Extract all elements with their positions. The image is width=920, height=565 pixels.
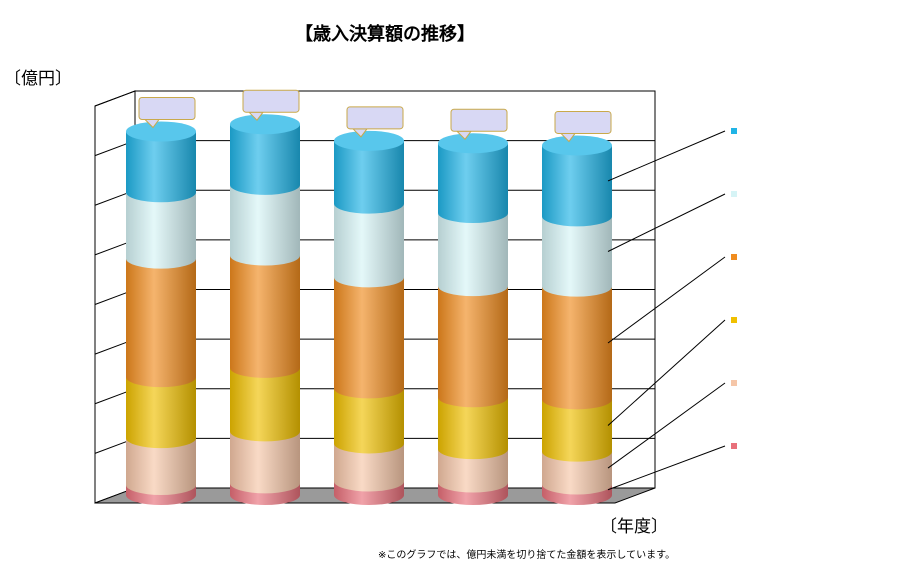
bar-segment: [542, 399, 612, 462]
bar-segment: [230, 124, 300, 195]
bar-segment: [438, 286, 508, 408]
x-axis-unit: 〔年度〕: [600, 517, 668, 537]
legend-swatch: [731, 443, 737, 449]
bar-segment: [334, 140, 404, 214]
bar-segment: [542, 286, 612, 410]
bar-top-cap: [230, 114, 300, 135]
bar-segment: [334, 277, 404, 399]
legend-leader-line: [607, 130, 726, 182]
bar-segment: [126, 192, 196, 269]
bar-segment: [126, 131, 196, 203]
bar-segment: [542, 451, 612, 495]
bar-top-cap: [126, 121, 196, 142]
bars: [126, 89, 612, 505]
legend-leader-line: [607, 445, 726, 491]
legend-swatch: [731, 128, 737, 134]
bar-segment: [230, 367, 300, 442]
bar-segment: [438, 449, 508, 493]
bar-segment: [334, 388, 404, 454]
legend-swatch: [731, 254, 737, 260]
bar-top-cap: [542, 135, 612, 156]
total-callout: [346, 106, 404, 130]
legend-leader-line: [607, 193, 726, 252]
gridline-side: [94, 90, 136, 107]
legend-leader-line: [607, 256, 726, 344]
bar-segment: [542, 145, 612, 227]
bar-segment: [438, 143, 508, 223]
bar-segment: [438, 397, 508, 460]
legend-swatch: [731, 317, 737, 323]
y-axis-unit: 〔億円〕: [4, 69, 72, 89]
bar-top-cap: [334, 130, 404, 151]
legend-leader-line: [607, 382, 726, 469]
legend-leader-line: [607, 319, 726, 426]
chart-title: 【歳入決算額の推移】: [295, 23, 475, 45]
footnote: ※このグラフでは、億円未満を切り捨てた金額を表示しています。: [378, 548, 675, 561]
bar-top-cap: [438, 133, 508, 154]
bar-segment: [334, 203, 404, 288]
total-callout: [242, 89, 300, 113]
bar-segment: [126, 258, 196, 388]
legend-swatch: [731, 191, 737, 197]
legend-swatch: [731, 380, 737, 386]
total-callout: [138, 96, 196, 120]
bar-segment: [230, 184, 300, 266]
bar-segment: [126, 438, 196, 495]
bar-segment: [230, 431, 300, 494]
bar-segment: [230, 255, 300, 378]
bar-segment: [438, 212, 508, 297]
total-callout: [450, 108, 508, 132]
legend: [607, 128, 737, 491]
total-callout: [554, 110, 612, 134]
bar-segment: [542, 216, 612, 297]
bar-segment: [334, 443, 404, 492]
bar-segment: [126, 377, 196, 449]
